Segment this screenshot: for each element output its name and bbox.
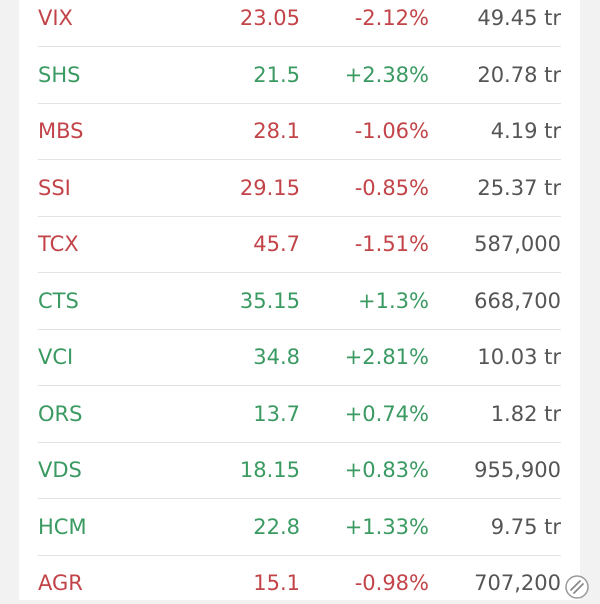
stock-price: 28.1 xyxy=(253,119,300,143)
stock-change: +1.3% xyxy=(358,289,429,313)
stock-volume: 9.75 tr xyxy=(490,515,561,539)
stock-volume: 25.37 tr xyxy=(477,176,561,200)
stock-price: 34.8 xyxy=(253,345,300,369)
stock-row[interactable]: TCX 45.7 -1.51% 587,000 xyxy=(38,216,561,273)
stock-change: +1.33% xyxy=(344,515,429,539)
stock-price: 18.15 xyxy=(239,458,300,482)
stock-volume: 707,200 xyxy=(474,571,561,595)
stock-list-card: VIX 23.05 -2.12% 49.45 tr SHS 21.5 +2.38… xyxy=(19,0,580,600)
stock-symbol: HCM xyxy=(38,515,87,539)
stock-symbol: TCX xyxy=(38,232,79,256)
stock-symbol: AGR xyxy=(38,571,83,595)
stock-symbol: SSI xyxy=(38,176,71,200)
stock-price: 21.5 xyxy=(253,63,300,87)
stock-symbol: SHS xyxy=(38,63,81,87)
stock-change: +0.83% xyxy=(344,458,429,482)
stock-price: 45.7 xyxy=(253,232,300,256)
stock-change: +2.38% xyxy=(344,63,429,87)
stock-row[interactable]: HCM 22.8 +1.33% 9.75 tr xyxy=(38,499,561,556)
stock-row[interactable]: SSI 29.15 -0.85% 25.37 tr xyxy=(38,160,561,217)
stock-symbol: MBS xyxy=(38,119,84,143)
scroll-handle-icon[interactable] xyxy=(564,574,590,600)
stock-change: -2.12% xyxy=(354,6,429,30)
stock-row[interactable]: VCI 34.8 +2.81% 10.03 tr xyxy=(38,329,561,386)
stock-volume: 4.19 tr xyxy=(490,119,561,143)
stock-row[interactable]: VIX 23.05 -2.12% 49.45 tr xyxy=(38,0,561,47)
stock-volume: 10.03 tr xyxy=(477,345,561,369)
stock-change: -0.85% xyxy=(354,176,429,200)
stock-row[interactable]: AGR 15.1 -0.98% 707,200 xyxy=(38,555,561,600)
stock-symbol: VCI xyxy=(38,345,74,369)
stock-change: -1.51% xyxy=(354,232,429,256)
stock-row[interactable]: SHS 21.5 +2.38% 20.78 tr xyxy=(38,47,561,104)
stock-volume: 587,000 xyxy=(474,232,561,256)
stock-price: 29.15 xyxy=(239,176,300,200)
stock-symbol: CTS xyxy=(38,289,79,313)
stock-symbol: ORS xyxy=(38,402,83,426)
stock-row[interactable]: CTS 35.15 +1.3% 668,700 xyxy=(38,273,561,330)
stock-price: 22.8 xyxy=(253,515,300,539)
stock-change: +2.81% xyxy=(344,345,429,369)
stock-volume: 20.78 tr xyxy=(477,63,561,87)
stock-symbol: VDS xyxy=(38,458,82,482)
stock-volume: 1.82 tr xyxy=(490,402,561,426)
stock-price: 35.15 xyxy=(239,289,300,313)
stock-volume: 668,700 xyxy=(474,289,561,313)
stock-volume: 49.45 tr xyxy=(477,6,561,30)
stock-change: +0.74% xyxy=(344,402,429,426)
stock-price: 13.7 xyxy=(253,402,300,426)
stock-row[interactable]: MBS 28.1 -1.06% 4.19 tr xyxy=(38,103,561,160)
stock-change: -1.06% xyxy=(354,119,429,143)
stock-row[interactable]: ORS 13.7 +0.74% 1.82 tr xyxy=(38,386,561,443)
stock-volume: 955,900 xyxy=(474,458,561,482)
stock-row[interactable]: VDS 18.15 +0.83% 955,900 xyxy=(38,442,561,499)
stock-price: 23.05 xyxy=(239,6,300,30)
stock-price: 15.1 xyxy=(253,571,300,595)
stock-change: -0.98% xyxy=(354,571,429,595)
stock-symbol: VIX xyxy=(38,6,73,30)
